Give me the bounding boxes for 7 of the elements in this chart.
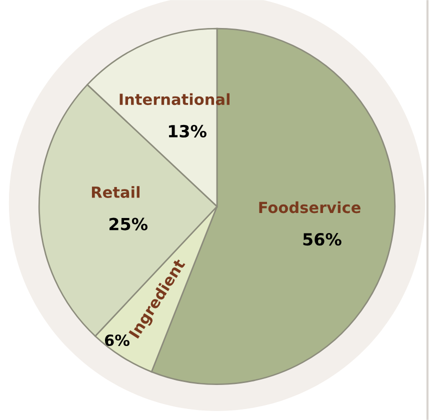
data-label: 13% <box>168 124 206 138</box>
slice-label: Retail <box>92 186 140 198</box>
data-label: 25% <box>109 218 148 230</box>
slice-label: International <box>120 93 230 106</box>
slice-label: Foodservice <box>259 201 360 214</box>
data-label: 56% <box>303 233 342 246</box>
data-label: 6% <box>104 334 130 346</box>
